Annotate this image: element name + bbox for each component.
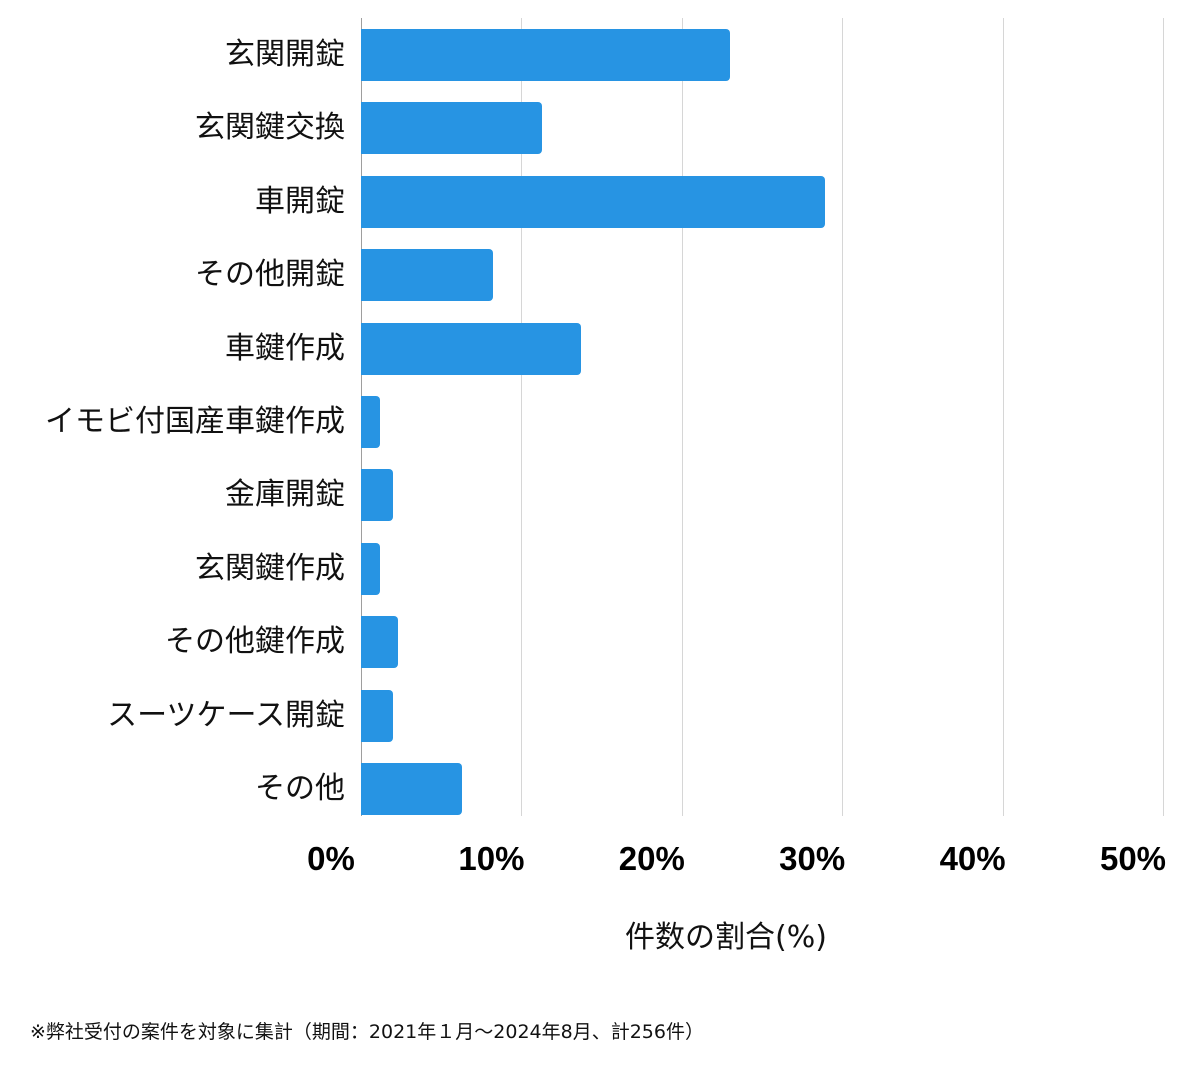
- x-tick-label: 50%: [1099, 840, 1167, 877]
- gridline: [1163, 18, 1164, 816]
- footnote: ※弊社受付の案件を対象に集計（期間：2021年１月〜2024年8月、計256件）: [30, 1021, 704, 1043]
- x-tick-label: 20%: [618, 840, 685, 877]
- category-label: イモビ付国産車鍵作成: [45, 404, 345, 439]
- gridline: [1002, 18, 1004, 816]
- bar: [361, 175, 825, 228]
- x-tick-label: 10%: [458, 840, 525, 877]
- category-label: 玄関鍵作成: [195, 550, 345, 586]
- bar: [361, 396, 381, 448]
- bar: [361, 469, 394, 522]
- category-label: 車鍵作成: [225, 330, 345, 366]
- bar: [361, 102, 543, 155]
- category-label: その他開錠: [195, 257, 345, 293]
- gridline: [521, 18, 523, 816]
- x-tick-label: 0%: [307, 840, 355, 877]
- category-label: その他鍵作成: [165, 624, 345, 660]
- bar: [361, 616, 398, 669]
- gridline: [681, 18, 683, 816]
- plot-area: [361, 18, 1164, 816]
- category-label: スーツケース開錠: [107, 697, 345, 733]
- category-label: 金庫開錠: [225, 477, 345, 513]
- category-label: 車開錠: [255, 183, 345, 219]
- category-label: 玄関鍵交換: [195, 110, 345, 146]
- bar: [361, 322, 581, 375]
- category-label: 玄関開錠: [225, 37, 345, 72]
- bar: [361, 763, 463, 815]
- bar: [361, 29, 730, 81]
- x-tick-label: 30%: [779, 840, 846, 877]
- category-label: その他: [255, 771, 345, 806]
- gridline: [842, 18, 844, 816]
- bar: [361, 542, 381, 595]
- bar: [361, 689, 394, 742]
- x-tick-label: 40%: [939, 840, 1006, 877]
- bar: [361, 249, 493, 302]
- x-axis-title: 件数の割合(%): [625, 920, 827, 955]
